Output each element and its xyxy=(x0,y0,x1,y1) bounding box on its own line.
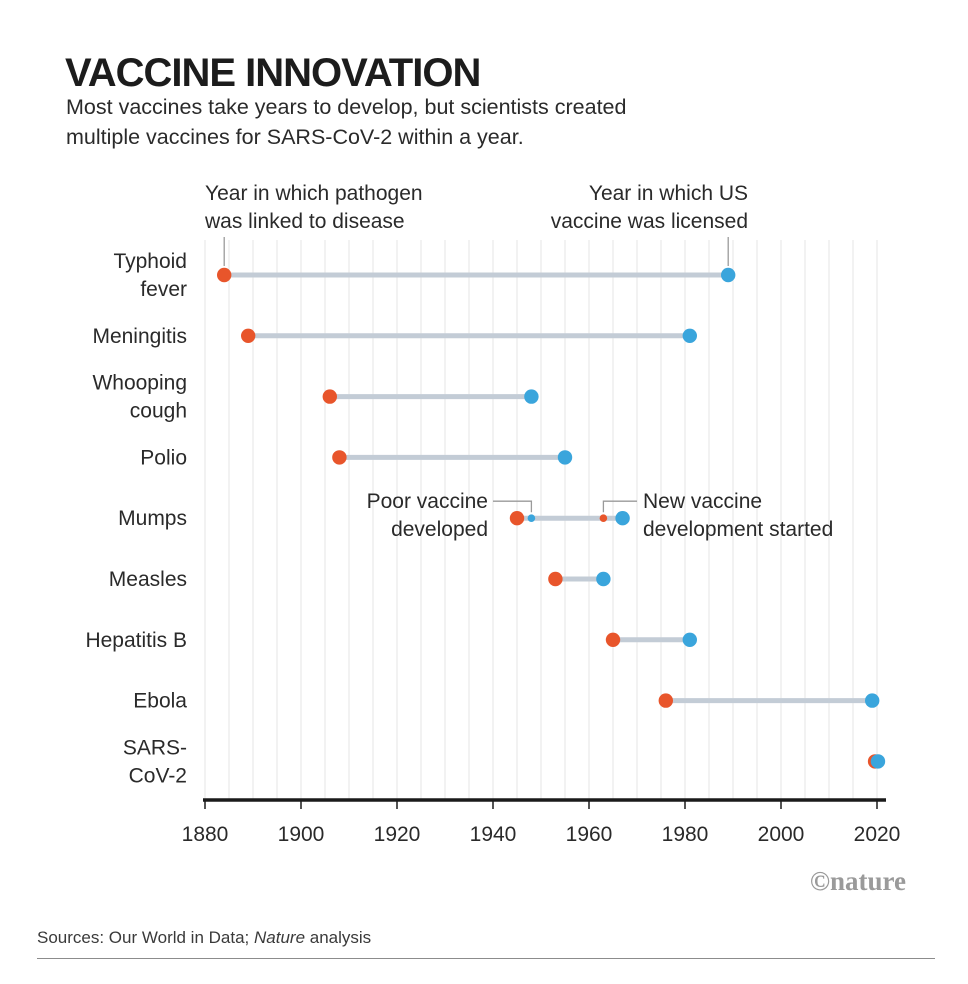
x-tick-label: 2020 xyxy=(854,823,901,846)
new-vaccine-label: development started xyxy=(643,518,833,541)
x-tick-label: 1940 xyxy=(470,823,517,846)
vaccine-licensed-point xyxy=(615,511,630,526)
vaccine-licensed-point xyxy=(721,267,736,283)
category-label: Polio xyxy=(140,446,187,469)
source-suffix: analysis xyxy=(305,928,372,947)
pathogen-linked-point xyxy=(605,632,621,647)
x-tick-label: 1920 xyxy=(374,823,421,846)
category-label: cough xyxy=(130,400,187,423)
source-note: Sources: Our World in Data; Nature analy… xyxy=(37,928,371,948)
new-development-point xyxy=(599,514,608,522)
poor-vaccine-point xyxy=(527,514,536,522)
pathogen-linked-point xyxy=(322,389,337,404)
vaccine-licensed-point xyxy=(870,754,886,769)
category-label: Hepatitis B xyxy=(85,629,187,652)
pathogen-linked-point xyxy=(658,693,673,708)
poor-vaccine-label: Poor vaccine xyxy=(367,490,488,513)
category-label: Typhoid xyxy=(113,250,187,273)
source-prefix: Sources: Our World in Data; xyxy=(37,928,254,947)
category-label: Ebola xyxy=(133,690,187,713)
nature-credit: ©nature xyxy=(810,866,906,896)
x-tick-label: 1960 xyxy=(566,823,613,846)
chart: Typhoid fever Meningitis Whooping cough Polio… xyxy=(65,51,906,896)
category-label: Meningitis xyxy=(92,325,187,348)
category-labels: Typhoid fever Meningitis Whooping cough Polio… xyxy=(85,250,187,787)
legend-start-label: Year in which pathogen xyxy=(205,182,423,205)
new-vaccine-leader xyxy=(602,500,637,513)
category-label: Measles xyxy=(109,568,187,591)
pathogen-linked-point xyxy=(332,450,347,465)
vaccine-licensed-point xyxy=(596,571,611,587)
chart-subtitle-line: Most vaccines take years to develop, but… xyxy=(66,95,626,119)
category-label: CoV-2 xyxy=(129,764,187,787)
poor-vaccine-label: developed xyxy=(391,518,488,541)
poor-vaccine-leader xyxy=(493,500,533,513)
legend-start-label: was linked to disease xyxy=(204,210,405,233)
dumbbell-layer xyxy=(217,267,886,769)
vaccine-licensed-point xyxy=(682,632,697,647)
pathogen-linked-point xyxy=(217,267,232,283)
x-axis: 1880 1900 1920 1940 1960 1980 2000 2020 xyxy=(182,798,901,846)
vaccine-licensed-point xyxy=(524,389,539,404)
category-label: Mumps xyxy=(118,507,187,530)
pathogen-linked-point xyxy=(548,571,563,587)
category-label: fever xyxy=(140,278,187,301)
vaccine-licensed-point xyxy=(865,693,880,708)
pathogen-linked-point xyxy=(509,511,525,526)
vaccine-licensed-point xyxy=(682,328,697,343)
chart-subtitle-line: multiple vaccines for SARS-CoV-2 within … xyxy=(66,125,524,149)
category-label: Whooping xyxy=(92,372,187,395)
x-tick-label: 1900 xyxy=(278,823,325,846)
footer-rule xyxy=(37,958,935,959)
annotations: Year in which pathogen was linked to dise… xyxy=(204,182,833,541)
x-tick-label: 1980 xyxy=(662,823,709,846)
vaccine-licensed-point xyxy=(557,450,573,465)
category-label: SARS- xyxy=(123,736,187,759)
x-tick-label: 1880 xyxy=(182,823,229,846)
chart-title: VACCINE INNOVATION xyxy=(65,51,480,95)
source-italic: Nature xyxy=(254,928,306,947)
x-tick-label: 2000 xyxy=(758,823,805,846)
new-vaccine-label: New vaccine xyxy=(643,490,762,513)
legend-end-label: Year in which US xyxy=(589,182,748,205)
pathogen-linked-point xyxy=(241,328,256,343)
legend-end-label: vaccine was licensed xyxy=(551,210,748,233)
